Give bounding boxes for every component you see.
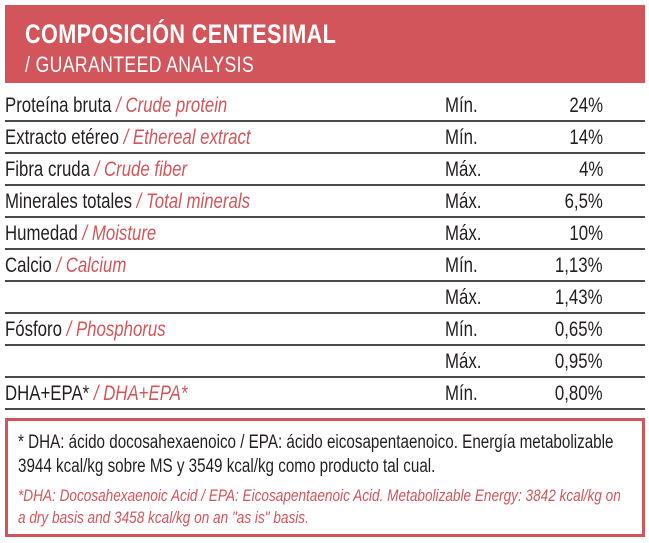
- table-row: Máx. 1,43%: [5, 282, 645, 314]
- footnote-en-line2: a dry basis and 3458 kcal/kg on an "as i…: [18, 508, 309, 527]
- footnote-box: * DHA: ácido docosahexaenoico / EPA: áci…: [5, 418, 645, 537]
- qualifier: Máx.: [445, 190, 482, 213]
- nutrient-label: Minerales totales / Total minerals: [5, 190, 311, 214]
- nutrient-label: Fibra cruda / Crude fiber: [5, 158, 233, 182]
- value: 10%: [569, 222, 603, 245]
- subtitle-text: / GUARANTEED ANALYSIS: [25, 52, 255, 77]
- page-subtitle: / GUARANTEED ANALYSIS: [25, 52, 311, 78]
- analysis-table: Proteína bruta / Crude protein Mín. 24% Ext…: [5, 90, 645, 410]
- qualifier: Máx.: [445, 350, 482, 373]
- nutrient-en: / Phosphorus: [66, 318, 166, 341]
- qualifier: Máx.: [445, 222, 482, 245]
- title-text: COMPOSICIÓN CENTESIMAL: [25, 19, 337, 49]
- nutrient-es: Humedad: [5, 222, 78, 245]
- nutrient-es: Fósforo: [5, 318, 62, 341]
- value: 1,43%: [555, 286, 603, 309]
- nutrient-es: Calcio: [5, 254, 52, 277]
- footnote-es-line2: 3944 kcal/kg sobre MS y 3549 kcal/kg com…: [18, 456, 436, 477]
- table-row: Extracto etéreo / Ethereal extract Mín. 14…: [5, 122, 645, 154]
- qualifier: Mín.: [445, 318, 478, 341]
- header-banner: COMPOSICIÓN CENTESIMAL / GUARANTEED ANAL…: [5, 5, 645, 83]
- table-row: Proteína bruta / Crude protein Mín. 24%: [5, 90, 645, 122]
- nutrient-en: / Ethereal extract: [123, 126, 251, 149]
- nutrient-en: / Crude protein: [116, 94, 228, 117]
- qualifier: Mín.: [445, 126, 478, 149]
- table-row: Humedad / Moisture Máx. 10%: [5, 218, 645, 250]
- value: 0,95%: [555, 350, 603, 373]
- nutrient-label: DHA+EPA* / DHA+EPA*: [5, 382, 233, 406]
- table-row: Minerales totales / Total minerals Máx. 6,…: [5, 186, 645, 218]
- table-row: Fósforo / Phosphorus Mín. 0,65%: [5, 314, 645, 346]
- nutrient-es: Fibra cruda: [5, 158, 90, 181]
- nutrient-es: DHA+EPA*: [5, 382, 90, 405]
- qualifier: Mín.: [445, 382, 478, 405]
- nutrient-label: Fósforo / Phosphorus: [5, 318, 206, 342]
- qualifier: Mín.: [445, 94, 478, 117]
- table-row: Máx. 0,95%: [5, 346, 645, 378]
- nutrient-label: Extracto etéreo / Ethereal extract: [5, 126, 312, 150]
- nutrient-en: / Crude fiber: [94, 158, 188, 181]
- nutrient-en: / Moisture: [82, 222, 157, 245]
- nutrient-en: / Total minerals: [136, 190, 250, 213]
- nutrient-en: / Calcium: [56, 254, 127, 277]
- footnote-spanish: * DHA: ácido docosahexaenoico / EPA: áci…: [18, 431, 649, 479]
- nutrient-label: Humedad / Moisture: [5, 222, 194, 246]
- page-title: COMPOSICIÓN CENTESIMAL: [25, 19, 414, 50]
- value: 0,80%: [555, 382, 603, 405]
- value: 14%: [569, 126, 603, 149]
- footnote-en-line1: *DHA: Docosahexaenoic Acid / EPA: Eicosa…: [18, 486, 621, 505]
- nutrient-es: Extracto etéreo: [5, 126, 119, 149]
- footnote-es-line1: * DHA: ácido docosahexaenoico / EPA: áci…: [18, 432, 614, 453]
- qualifier: Máx.: [445, 158, 482, 181]
- value: 0,65%: [555, 318, 603, 341]
- qualifier: Mín.: [445, 254, 478, 277]
- qualifier: Máx.: [445, 286, 482, 309]
- value: 1,13%: [555, 254, 603, 277]
- value: 6,5%: [564, 190, 603, 213]
- nutrient-label: Calcio / Calcium: [5, 254, 157, 278]
- nutrient-es: Minerales totales: [5, 190, 132, 213]
- table-row: Fibra cruda / Crude fiber Máx. 4%: [5, 154, 645, 186]
- table-row: DHA+EPA* / DHA+EPA* Mín. 0,80%: [5, 378, 645, 410]
- nutrient-label: Proteína bruta / Crude protein: [5, 94, 283, 118]
- table-row: Calcio / Calcium Mín. 1,13%: [5, 250, 645, 282]
- nutrient-es: Proteína bruta: [5, 94, 112, 117]
- value: 24%: [569, 94, 603, 117]
- nutrient-en: / DHA+EPA*: [93, 382, 188, 405]
- footnote-english: *DHA: Docosahexaenoic Acid / EPA: Eicosa…: [18, 485, 649, 529]
- value: 4%: [578, 158, 603, 181]
